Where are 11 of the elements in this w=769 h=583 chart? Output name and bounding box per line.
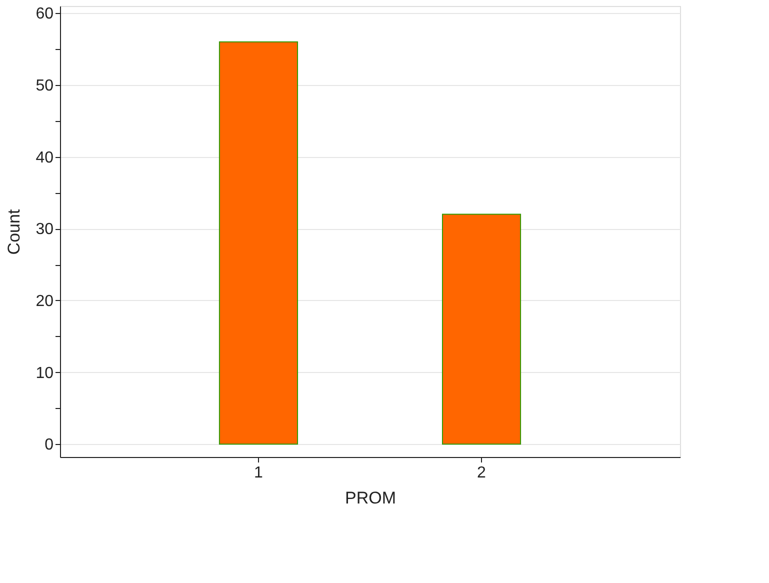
y-tick-label: 60: [36, 6, 54, 23]
y-tick-label: 10: [36, 364, 54, 382]
y-tick-label: 20: [36, 292, 54, 310]
y-tick-label: 40: [36, 149, 54, 166]
x-tick-label: 1: [254, 464, 264, 482]
y-axis-title: Count: [4, 209, 24, 255]
x-tick-label: 2: [477, 464, 486, 482]
x-axis-title: PROM: [345, 488, 396, 508]
y-tick-label: 30: [36, 221, 54, 238]
y-tick-label: 50: [36, 77, 54, 94]
y-tick-label: 0: [44, 436, 54, 454]
